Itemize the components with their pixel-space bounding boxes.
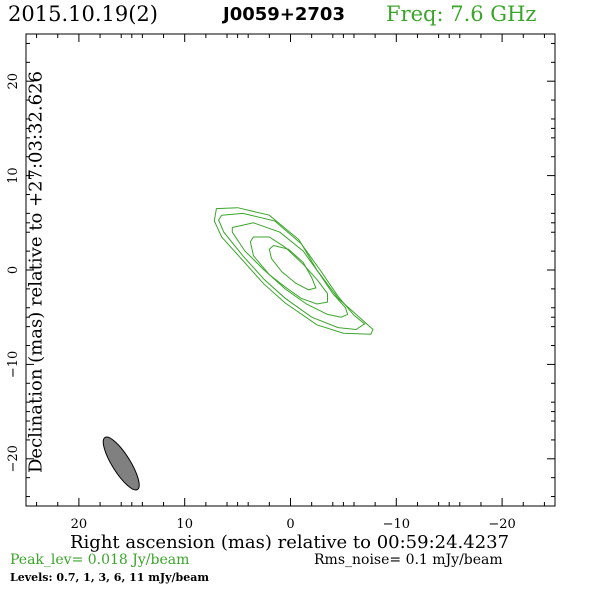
- plot-frame: [25, 33, 556, 507]
- peak-level: Peak_lev= 0.018 Jy/beam: [10, 552, 190, 568]
- contour-level-3: [231, 222, 349, 318]
- y-tick-label: 0: [6, 266, 21, 274]
- axis-tick-labels: 20 10 0 −10 −20 20 10 0 −10 −20: [6, 73, 516, 532]
- contour-levels: Levels: 0.7, 1, 3, 6, 11 mJy/beam: [10, 571, 209, 584]
- x-tick-label: 0: [286, 517, 294, 532]
- source-name: J0059+2703: [223, 4, 345, 25]
- contour-level-4: [249, 236, 328, 305]
- x-tick-label: −10: [383, 517, 410, 532]
- contour-level-2: [218, 212, 366, 331]
- beam-ellipse: [102, 436, 140, 491]
- contour-group: [213, 207, 374, 335]
- axis-ticks: [25, 33, 556, 507]
- y-tick-label: 10: [6, 167, 21, 184]
- y-tick-label: −20: [6, 445, 21, 472]
- beam-group: [102, 436, 140, 491]
- y-tick-label: −10: [6, 351, 21, 378]
- x-axis-label: Right ascension (mas) relative to 00:59:…: [70, 532, 510, 553]
- y-axis-label: Declination (mas) relative to +27:03:32.…: [25, 70, 47, 474]
- contour-level-1: [213, 207, 374, 335]
- y-tick-label: 20: [6, 73, 21, 90]
- frequency-label: Freq: 7.6 GHz: [386, 2, 537, 26]
- rms-noise: Rms_noise= 0.1 mJy/beam: [314, 552, 503, 568]
- observation-date: 2015.10.19(2): [8, 2, 158, 26]
- x-tick-label: −20: [488, 517, 515, 532]
- x-tick-label: 10: [176, 517, 193, 532]
- contour-level-5: [268, 244, 317, 291]
- x-tick-label: 20: [71, 517, 88, 532]
